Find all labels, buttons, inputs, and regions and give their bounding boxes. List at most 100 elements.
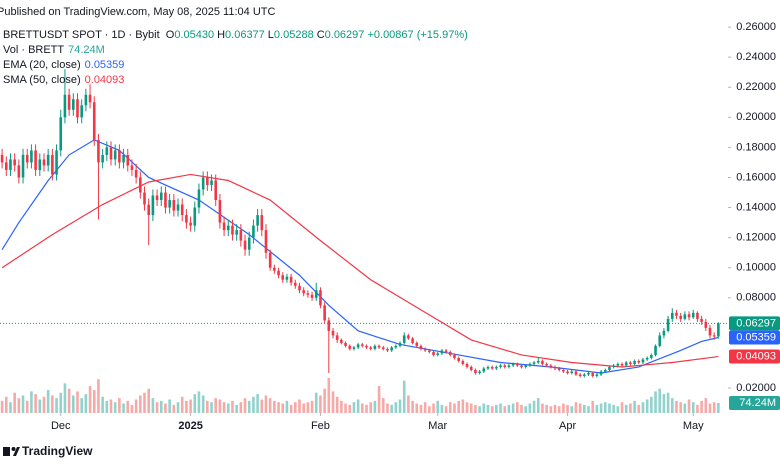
volume-bar [180,396,184,413]
candle-body [524,365,527,367]
candle-body [314,290,318,298]
candle-body [352,347,356,349]
candle-body [151,195,155,216]
volume-bar [13,392,16,413]
volume-bar [666,392,670,413]
volume-bar [310,400,314,413]
logo-part [11,447,16,451]
volume-bar [256,394,259,413]
volume-bar [373,400,377,413]
candle-body [218,200,222,223]
candle-body [289,276,293,283]
volume-bar [591,400,595,413]
volume-bar [235,404,238,413]
candle-body [654,345,657,355]
volume-bar [151,398,155,413]
volume-bar [361,403,364,413]
candle-body [277,270,280,276]
volume-bar [683,403,687,413]
indicator-name: SMA (50, close) [3,74,81,86]
volume-bar [273,400,276,413]
volume-bar [394,402,398,413]
volume-bar [210,402,213,413]
indicator-row: Vol · BRETT 74.24M [3,43,105,57]
candle-body [520,365,523,367]
candle-body [42,159,46,166]
candle-body [92,102,96,140]
volume-bar [118,398,121,413]
candle-body [323,305,326,321]
candle-body [620,363,624,366]
candle-body [432,351,435,355]
volume-bar [453,403,456,413]
x-tick-label: Apr [559,420,576,432]
ohlc-key: O [165,29,175,41]
volume-bar [201,395,205,413]
candle-body [591,372,595,377]
volume-bar [411,400,414,413]
change: +0.00867 (+15.97%) [367,29,468,41]
candle-body [239,230,243,241]
indicator-value: 0.04093 [84,74,125,86]
candle-body [331,330,335,336]
volume-bar [247,400,251,413]
volume-bar [9,402,12,413]
candle-body [285,276,289,280]
volume-bar [218,399,222,413]
volume-bar [356,399,360,413]
candle-body [126,154,130,166]
volume-bar [428,406,431,413]
volume-bar [239,402,243,413]
candle-body [603,369,607,372]
candle-body [637,360,641,363]
volume-bar [294,402,297,413]
volume-bar [344,403,347,413]
candle-body [482,368,486,372]
candle-body [440,350,444,354]
candle-body [235,230,238,235]
volume-bar [545,404,548,413]
candle-body [386,348,389,351]
volume-bar [436,400,440,413]
candle-body [139,177,142,193]
volume-bar [507,404,511,413]
x-tick-label: Mar [428,420,447,432]
volume-bar [55,398,58,413]
y-tick-label: 0.14000 [736,201,776,213]
volume-bar [260,399,264,413]
candle-body [499,365,502,367]
ohlc-legend: O0.05430 H0.06377 L0.05288 C0.06297 [163,29,365,41]
volume-bar [708,403,712,413]
candle-body [122,154,125,163]
volume-bar [109,399,113,413]
candle-body [407,335,410,339]
volume-bar [566,404,569,413]
volume-bar [482,403,486,413]
volume-bar [691,402,695,413]
volume-bar [84,394,88,413]
volume-bar [398,399,402,413]
volume-bar [612,404,615,413]
candle-body [633,360,636,364]
volume-bar [675,400,678,413]
candle-body [612,365,615,367]
candle-body [566,371,569,373]
volume-bar [277,402,280,413]
volume-bar [423,402,427,413]
candle-body [541,360,544,364]
candle-body [507,365,511,367]
volume-bar [670,398,674,413]
candle-body [0,154,4,163]
candle-body [645,357,649,360]
y-tick-label: 0.16000 [736,171,776,183]
candle-body [294,282,297,286]
candle-body [134,169,138,178]
volume-bar [662,394,666,413]
candle-body [712,335,716,337]
volume-bar [553,404,557,413]
volume-bar [465,402,469,413]
candle-body [38,159,42,170]
ohlc-key: H [217,29,226,41]
volume-bar [415,403,419,413]
